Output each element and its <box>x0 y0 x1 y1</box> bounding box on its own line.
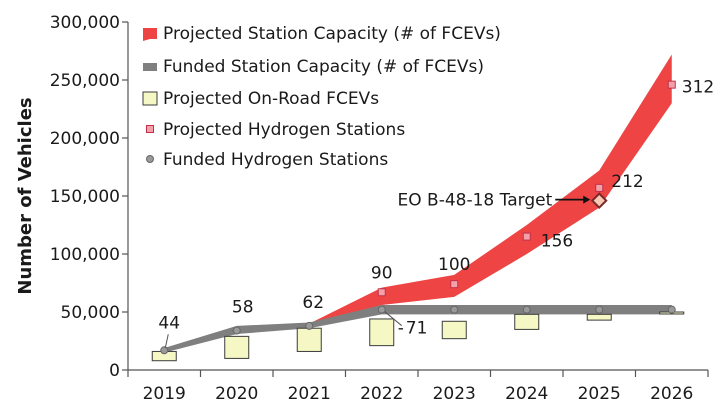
band-funded-capacity <box>164 305 672 353</box>
target-diamond <box>590 192 608 210</box>
x-tick-label: 2025 <box>578 384 621 404</box>
y-tick-label: 250,000 <box>50 71 120 91</box>
legend-swatch-projected-stations <box>146 125 154 133</box>
funded-station-marker <box>522 305 531 314</box>
projected-station-marker <box>377 288 386 297</box>
projected-station-label: 156 <box>541 232 573 252</box>
projected-station-label: 90 <box>371 263 393 283</box>
legend-swatch-funded-stations <box>146 155 154 163</box>
y-tick-label: 50,000 <box>61 303 120 323</box>
x-tick-label: 2021 <box>288 384 331 404</box>
legend-label: Projected On-Road FCEVs <box>163 89 379 109</box>
funded-station-label: 62 <box>302 293 324 313</box>
funded-station-marker <box>450 305 459 314</box>
projected-station-label: 312 <box>682 78 714 98</box>
label-leader <box>384 311 403 327</box>
x-tick-label: 2020 <box>215 384 258 404</box>
legend-label: Funded Station Capacity (# of FCEVs) <box>163 57 484 77</box>
y-tick-label: 300,000 <box>50 13 120 33</box>
funded-station-marker <box>377 305 386 314</box>
x-tick-label: 2024 <box>505 384 548 404</box>
chart-axes: 0 50,000 100,000 150,000 200,000 250,000 300,0… <box>50 13 709 404</box>
x-tick-label: 2022 <box>360 384 403 404</box>
target-arrowhead <box>583 195 591 204</box>
legend-label: Projected Hydrogen Stations <box>163 120 405 140</box>
funded-station-marker <box>667 305 676 314</box>
funded-station-label: 44 <box>158 313 180 333</box>
y-tick-label: 200,000 <box>50 129 120 149</box>
on-road-box <box>441 320 467 340</box>
projected-station-label: 100 <box>438 255 470 275</box>
legend-swatch-on-road <box>142 91 158 106</box>
y-axis-title: Number of Vehicles <box>15 97 36 294</box>
x-tick-label: 2026 <box>650 384 693 404</box>
funded-station-label: 71 <box>406 319 428 339</box>
chart-labels: 90 100 156 212 312 44 58 62 - 71 EO B-48-18 Target <box>158 78 714 349</box>
on-road-box <box>224 335 250 359</box>
funded-station-marker <box>160 346 169 355</box>
chart-boxes <box>151 311 685 362</box>
projected-station-marker <box>667 80 676 89</box>
x-tick-label: 2023 <box>433 384 476 404</box>
on-road-box <box>586 313 612 321</box>
projected-station-label: 212 <box>611 172 643 192</box>
label-leader <box>164 334 169 349</box>
funded-station-marker <box>595 305 604 314</box>
projected-station-marker <box>522 232 531 241</box>
projected-station-marker <box>450 280 459 289</box>
y-tick-label: 150,000 <box>50 187 120 207</box>
on-road-box <box>296 327 322 352</box>
y-tick-label: 100,000 <box>50 245 120 265</box>
on-road-box <box>514 313 540 330</box>
target-label: EO B-48-18 Target <box>398 191 553 211</box>
funded-station-marker <box>305 321 314 330</box>
legend-swatch-projected-capacity-fill <box>143 28 157 39</box>
chart-markers <box>160 80 676 355</box>
label-dash: - <box>398 319 404 339</box>
legend-label: Projected Station Capacity (# of FCEVs) <box>163 24 501 44</box>
funded-station-marker <box>232 326 241 335</box>
chart-legend: Projected Station Capacity (# of FCEVs) F… <box>142 24 501 170</box>
legend-swatch-funded-capacity <box>143 63 157 71</box>
projected-station-marker <box>595 183 604 192</box>
on-road-box <box>369 318 395 347</box>
funded-station-label: 58 <box>232 298 254 318</box>
x-tick-label: 2019 <box>143 384 186 404</box>
legend-label: Funded Hydrogen Stations <box>163 150 388 170</box>
y-tick-label: 0 <box>109 361 120 381</box>
